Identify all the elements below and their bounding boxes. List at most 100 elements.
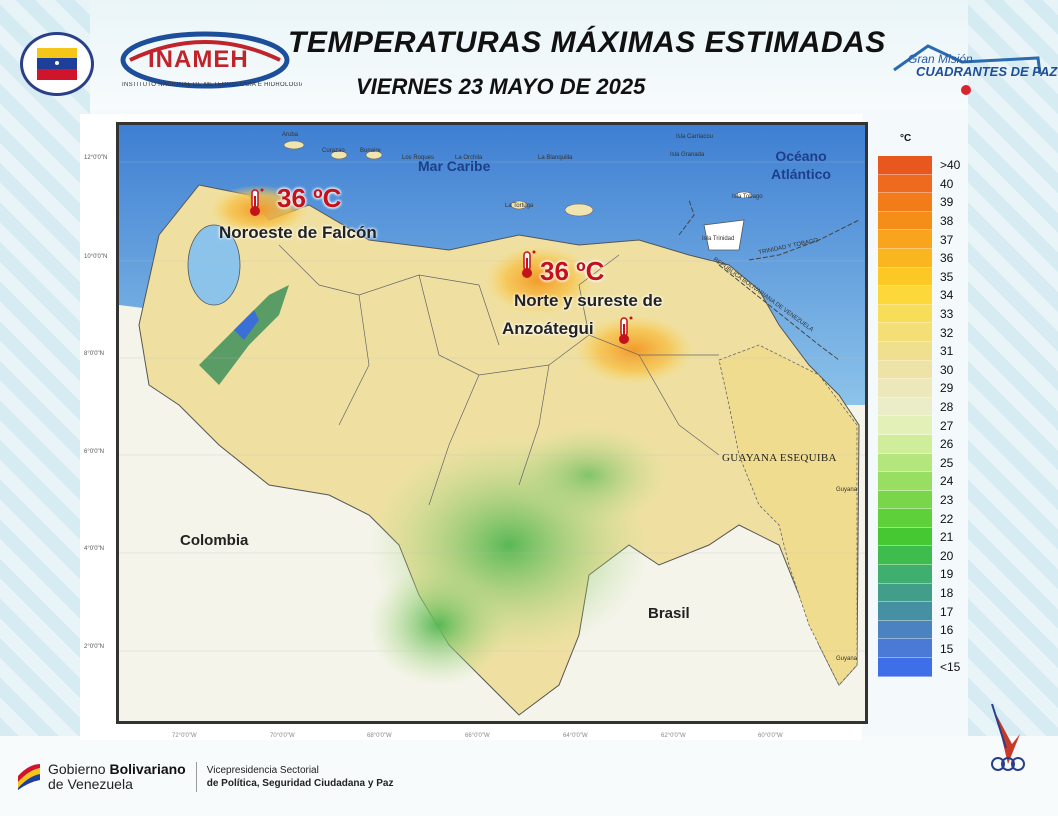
- bicentennial-logo: [991, 704, 1025, 771]
- left-decorative-band: [0, 0, 90, 816]
- anzoategui-temperature: 36 ºC: [540, 256, 605, 286]
- legend-row: 27: [878, 416, 968, 435]
- thermometer-icon: [250, 188, 264, 216]
- legend-swatch: [878, 323, 932, 342]
- legend-swatch: [878, 416, 932, 435]
- cuadrantes-de-paz-logo: Gran Misión CUADRANTES DE PAZ: [888, 40, 1057, 100]
- venezuela-flag-icon: [18, 764, 40, 790]
- legend-label: 32: [940, 325, 954, 340]
- falcon-temperature: 36 ºC: [277, 183, 342, 213]
- legend-label: <15: [940, 660, 961, 675]
- legend-swatch: [878, 248, 932, 268]
- legend-label: 35: [940, 269, 954, 284]
- legend-swatch: [878, 286, 932, 305]
- gob-line1-b: Bolivariano: [109, 761, 186, 777]
- legend-label: 33: [940, 307, 954, 322]
- lat-tick-12n: 12°0'0"N: [84, 155, 108, 161]
- la-tortuga-label: La Tortuga: [505, 203, 534, 209]
- gob-line1-a: Gobierno: [48, 761, 110, 777]
- legend-swatch: [878, 397, 932, 417]
- colombia-label: Colombia: [180, 532, 249, 549]
- legend-row: 16: [878, 620, 968, 640]
- legend-swatch: [878, 267, 932, 287]
- lake-maracaibo: [187, 224, 241, 306]
- header-background: [0, 0, 1058, 110]
- legend-row: 40: [878, 174, 968, 194]
- thermometer-icon: [619, 316, 633, 344]
- legend-swatch: [878, 360, 932, 380]
- right-decorative-band: [968, 0, 1058, 816]
- legend-row: 21: [878, 527, 968, 547]
- flag-emblem-icon: [37, 48, 77, 80]
- legend-label: 30: [940, 362, 954, 377]
- carriacou-label: Isla Carriacou: [676, 134, 714, 140]
- inameh-logo-text: INAMEH: [148, 46, 249, 73]
- legend-row: 19: [878, 565, 968, 584]
- temperature-legend: >40 40 39 38 37 36 35 34 33 32 31 30 29 28 27 26 25 24 23 2…: [878, 156, 968, 677]
- forecast-date: VIERNES 23 MAYO DE 2025: [356, 74, 646, 99]
- vice-line1: Vicepresidencia Sectorial: [206, 765, 319, 776]
- lon-tick-70w: 70°0'0"W: [270, 733, 295, 739]
- legend-label: 27: [940, 418, 954, 433]
- legend-label: 18: [940, 585, 954, 600]
- legend-swatch: [878, 602, 932, 621]
- legend-label: 15: [940, 641, 954, 656]
- legend-label: 37: [940, 232, 954, 247]
- legend-row: 20: [878, 546, 968, 566]
- gob-line2: de Venezuela: [48, 776, 133, 792]
- legend-unit: °C: [900, 133, 912, 144]
- bonaire-label: Bonaire: [360, 148, 381, 154]
- footer-background: [0, 736, 1058, 816]
- legend-swatch: [878, 639, 932, 659]
- granada-label: Isla Granada: [670, 152, 705, 158]
- logo-line-1: Gran Misión: [908, 52, 973, 66]
- guyana-label-1: Guyana: [836, 487, 858, 493]
- house-outline-icon: [893, 44, 1042, 95]
- legend-swatch: [878, 490, 932, 510]
- lon-tick-60w: 60°0'0"W: [758, 733, 783, 739]
- legend-row: 30: [878, 360, 968, 380]
- guayana-esequiba-label: GUAYANA ESEQUIBA: [722, 452, 837, 464]
- vice-line2: de Política, Seguridad Ciudadana y Paz: [206, 778, 394, 789]
- legend-label: 25: [940, 455, 954, 470]
- legend-label: 31: [940, 344, 954, 359]
- lat-tick-10n: 10°0'0"N: [84, 254, 108, 260]
- anzoategui-region-line-1: Norte y sureste de: [514, 291, 663, 310]
- la-orchila-label: La Orchila: [455, 155, 483, 161]
- los-roques-label: Los Roques: [402, 155, 435, 161]
- legend-row: 39: [878, 193, 968, 212]
- government-seal-logo: [20, 32, 94, 96]
- inameh-subtitle: INSTITUTO NACIONAL DE METEOROLOGÍA E HID…: [122, 82, 302, 88]
- legend-swatch: [878, 509, 932, 528]
- legend-row: 36: [878, 248, 968, 268]
- lat-tick-8n: 8°0'0"N: [84, 351, 105, 357]
- legend-label: 28: [940, 400, 954, 415]
- anzoategui-region-line-2: Anzoátegui: [502, 319, 594, 338]
- thermometer-icon: [522, 250, 536, 278]
- legend-swatch: [878, 565, 932, 584]
- legend-row: 38: [878, 211, 968, 231]
- legend-swatch: [878, 379, 932, 398]
- legend-row: 15: [878, 639, 968, 659]
- legend-label: >40: [940, 158, 961, 173]
- legend-swatch: [878, 193, 932, 212]
- legend-label: 20: [940, 548, 954, 563]
- legend-row: 33: [878, 304, 968, 324]
- state-borders: [278, 244, 720, 506]
- lon-tick-64w: 64°0'0"W: [563, 733, 588, 739]
- government-footer: Gobierno Bolivariano de Venezuela Vicepr…: [16, 762, 393, 792]
- legend-swatch: [878, 658, 932, 677]
- trinidad-label: Isla Trinidad: [702, 236, 735, 242]
- page-title: TEMPERATURAS MÁXIMAS ESTIMADAS: [288, 26, 886, 59]
- legend-swatch: [878, 156, 932, 175]
- tobago-label: Isla Tobago: [732, 194, 763, 200]
- lat-tick-4n: 4°0'0"N: [84, 546, 105, 552]
- curazao-label: Curazao: [322, 148, 345, 154]
- legend-label: 16: [940, 623, 954, 638]
- legend-row: 29: [878, 379, 968, 398]
- legend-row: 31: [878, 341, 968, 361]
- legend-label: 23: [940, 492, 954, 507]
- anzoategui-north-hot-zone: [484, 245, 594, 315]
- legend-row: 17: [878, 602, 968, 621]
- lon-tick-62w: 62°0'0"W: [661, 733, 686, 739]
